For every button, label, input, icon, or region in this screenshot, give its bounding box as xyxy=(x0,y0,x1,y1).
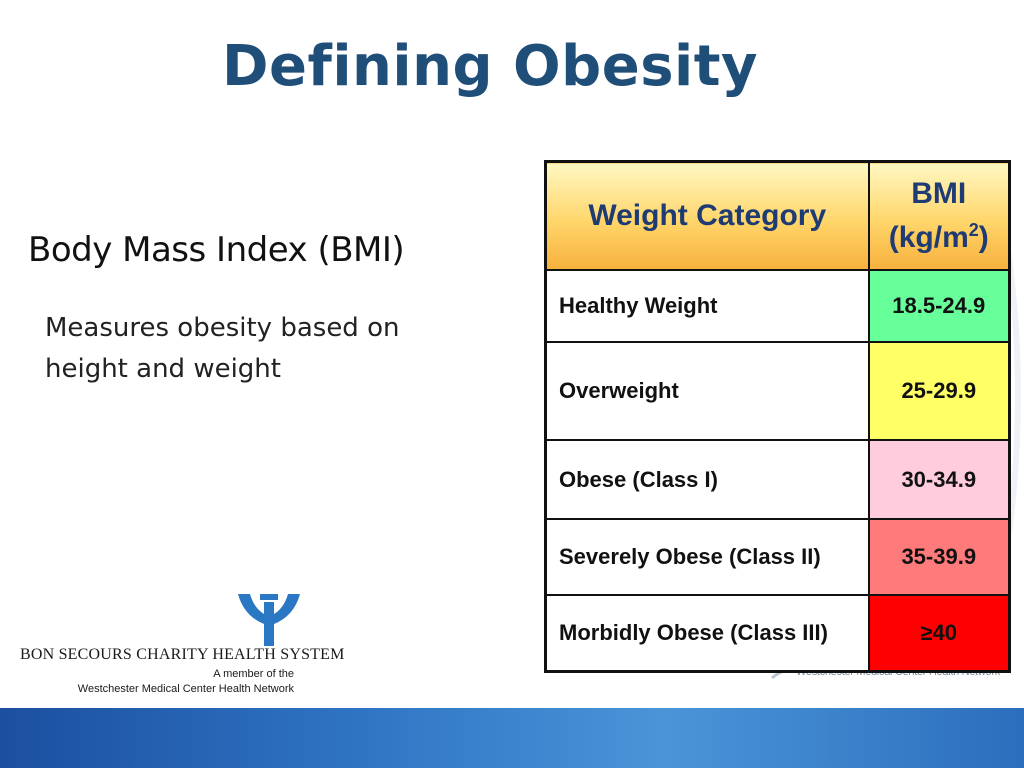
category-cell: Severely Obese (Class II) xyxy=(544,518,870,596)
category-cell: Morbidly Obese (Class III) xyxy=(544,594,870,672)
bmi-cell: 35-39.9 xyxy=(867,518,1011,596)
footer-bar xyxy=(0,708,1024,768)
table-row: Overweight 25-29.9 xyxy=(544,341,1011,441)
bmi-cell: 25-29.9 xyxy=(867,341,1011,441)
slide-subtitle: Body Mass Index (BMI) xyxy=(28,230,405,270)
unit-prefix: (kg/m xyxy=(888,221,969,254)
header-weight-category: Weight Category xyxy=(544,160,870,271)
bmi-cell: 30-34.9 xyxy=(867,439,1011,520)
table-row: Severely Obese (Class II) 35-39.9 xyxy=(544,518,1011,596)
slide-title: Defining Obesity xyxy=(221,34,758,99)
header-bmi-unit: (kg/m2) xyxy=(888,220,989,254)
category-cell: Obese (Class I) xyxy=(544,439,870,520)
organization-logo: BON SECOURS CHARITY HEALTH SYSTEM A memb… xyxy=(18,592,344,698)
table-row: Morbidly Obese (Class III) ≥40 xyxy=(544,594,1011,672)
category-cell: Overweight xyxy=(544,341,870,441)
table-row: Obese (Class I) 30-34.9 xyxy=(544,439,1011,520)
table-header-row: Weight Category BMI (kg/m2) xyxy=(544,160,1011,271)
bmi-table: Weight Category BMI (kg/m2) Healthy Weig… xyxy=(544,160,1011,673)
logo-member-line1: A member of the xyxy=(213,668,294,680)
unit-superscript: 2 xyxy=(968,220,979,240)
logo-member-line2: Westchester Medical Center Health Networ… xyxy=(77,683,294,695)
bmi-cell: ≥40 xyxy=(867,594,1011,672)
table-row: Healthy Weight 18.5-24.9 xyxy=(544,269,1011,343)
header-bmi-label: BMI xyxy=(911,177,967,210)
header-bmi: BMI (kg/m2) xyxy=(867,160,1011,271)
bon-secours-emblem-icon xyxy=(238,594,300,646)
logo-name: BON SECOURS CHARITY HEALTH SYSTEM xyxy=(20,646,345,663)
category-cell: Healthy Weight xyxy=(544,269,870,343)
unit-suffix: ) xyxy=(978,221,989,254)
bmi-cell: 18.5-24.9 xyxy=(867,269,1011,343)
slide-description: Measures obesity based on height and wei… xyxy=(45,313,400,384)
